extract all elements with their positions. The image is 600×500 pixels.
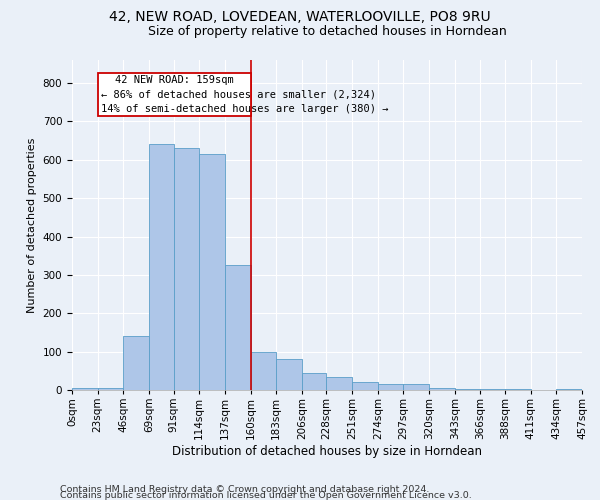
- Bar: [225, 266, 251, 390]
- Bar: [302, 372, 326, 390]
- Bar: [173, 148, 199, 390]
- Y-axis label: Number of detached properties: Number of detached properties: [27, 138, 37, 312]
- Title: Size of property relative to detached houses in Horndean: Size of property relative to detached ho…: [148, 25, 506, 38]
- Text: 42, NEW ROAD, LOVEDEAN, WATERLOOVILLE, PO8 9RU: 42, NEW ROAD, LOVEDEAN, WATERLOOVILLE, P…: [109, 10, 491, 24]
- Bar: [455, 389, 481, 390]
- Text: Contains HM Land Registry data © Crown copyright and database right 2024.: Contains HM Land Registry data © Crown c…: [60, 484, 430, 494]
- Bar: [556, 389, 582, 390]
- Bar: [326, 376, 352, 390]
- Bar: [276, 360, 302, 390]
- Bar: [429, 388, 455, 390]
- Bar: [149, 144, 173, 390]
- Bar: [403, 384, 429, 390]
- Text: 42 NEW ROAD: 159sqm: 42 NEW ROAD: 159sqm: [115, 76, 233, 86]
- Bar: [481, 389, 505, 390]
- Bar: [378, 384, 403, 390]
- Bar: [505, 389, 530, 390]
- Bar: [251, 352, 276, 390]
- X-axis label: Distribution of detached houses by size in Horndean: Distribution of detached houses by size …: [172, 444, 482, 458]
- Text: 14% of semi-detached houses are larger (380) →: 14% of semi-detached houses are larger (…: [101, 104, 389, 114]
- Text: Contains public sector information licensed under the Open Government Licence v3: Contains public sector information licen…: [60, 491, 472, 500]
- Bar: [72, 388, 98, 390]
- Bar: [352, 382, 378, 390]
- Bar: [124, 336, 149, 390]
- FancyBboxPatch shape: [98, 74, 251, 116]
- Bar: [98, 388, 124, 390]
- Text: ← 86% of detached houses are smaller (2,324): ← 86% of detached houses are smaller (2,…: [101, 90, 376, 100]
- Bar: [199, 154, 225, 390]
